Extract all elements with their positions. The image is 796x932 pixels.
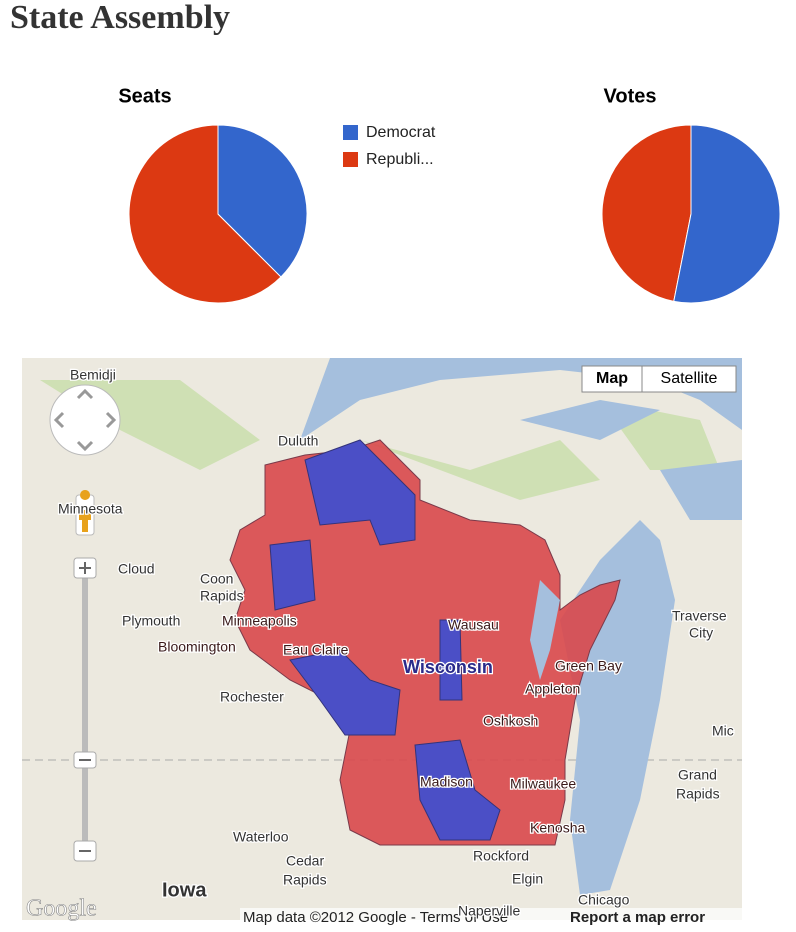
legend-label: Democrat [366, 124, 436, 141]
map-button-label: Map [596, 370, 628, 387]
map-label: Minnesota [58, 501, 123, 517]
pie-slice [601, 124, 692, 302]
map-label: Cloud [118, 561, 155, 577]
legend-label: Republi... [366, 151, 434, 168]
map-button[interactable] [581, 365, 643, 393]
map-label: City [689, 625, 713, 641]
plus [79, 562, 91, 574]
map-label: Duluth [278, 433, 318, 449]
pegman-icon [79, 490, 91, 532]
attribution-bg [240, 908, 742, 922]
pie-slice [673, 124, 781, 304]
map-label: Chicago [578, 892, 630, 908]
pie-title: Seats [118, 85, 171, 107]
map-label: Iowa [162, 879, 207, 901]
map-label: Rapids [676, 786, 720, 802]
legend-swatch [343, 125, 358, 140]
report-link[interactable]: Report a map error [570, 909, 705, 926]
attribution: Map data ©2012 Google - Terms of Use [243, 909, 508, 926]
pie-slice [217, 124, 308, 278]
map-label: Minneapolis [222, 613, 297, 629]
satellite-button-label: Satellite [661, 370, 718, 387]
map-label: Appleton [525, 681, 580, 697]
legend-swatch [343, 152, 358, 167]
map-label: Rapids [200, 588, 244, 604]
map-label: Coon [200, 571, 233, 587]
map-label: Plymouth [122, 613, 180, 629]
map-label: Elgin [512, 871, 543, 887]
map-label: Madison [420, 774, 473, 790]
map-label: Rockford [473, 848, 529, 864]
map-label: Bemidji [70, 367, 116, 383]
google-logo: Google [26, 896, 97, 922]
wisconsin-districts [229, 439, 621, 846]
pan-arrows [53, 388, 117, 452]
pie-title: Votes [604, 85, 657, 107]
green-bay-water [530, 580, 560, 680]
map-label: Wausau [448, 617, 499, 633]
lake-michigan [560, 460, 742, 895]
lake-superior [300, 358, 742, 440]
map-label: Naperville [458, 903, 520, 919]
map-forest [40, 380, 720, 500]
page-title: State Assembly [10, 0, 230, 36]
map-label: Green Bay [555, 658, 622, 674]
map-label: Bloomington [158, 639, 236, 655]
map-label: Milwaukee [510, 776, 576, 792]
map: Map Satellite Google Map data ©2012 Goog… [22, 358, 742, 926]
map-label: Oshkosh [483, 713, 538, 729]
map-label: Cedar [286, 853, 324, 869]
pie-slice [128, 124, 282, 304]
map-label: Kenosha [530, 820, 585, 836]
map-label: Waterloo [233, 829, 289, 845]
map-label: Grand [678, 767, 717, 783]
pan-control[interactable] [49, 384, 121, 456]
map-label: Wisconsin [403, 657, 493, 677]
map-label: Eau Claire [283, 642, 349, 658]
map-label: Mic [712, 723, 734, 739]
democrat-districts [269, 439, 501, 841]
map-label: Rochester [220, 689, 284, 705]
satellite-button[interactable] [641, 365, 737, 393]
map-label: Traverse [672, 608, 727, 624]
map-label: Rapids [283, 872, 327, 888]
